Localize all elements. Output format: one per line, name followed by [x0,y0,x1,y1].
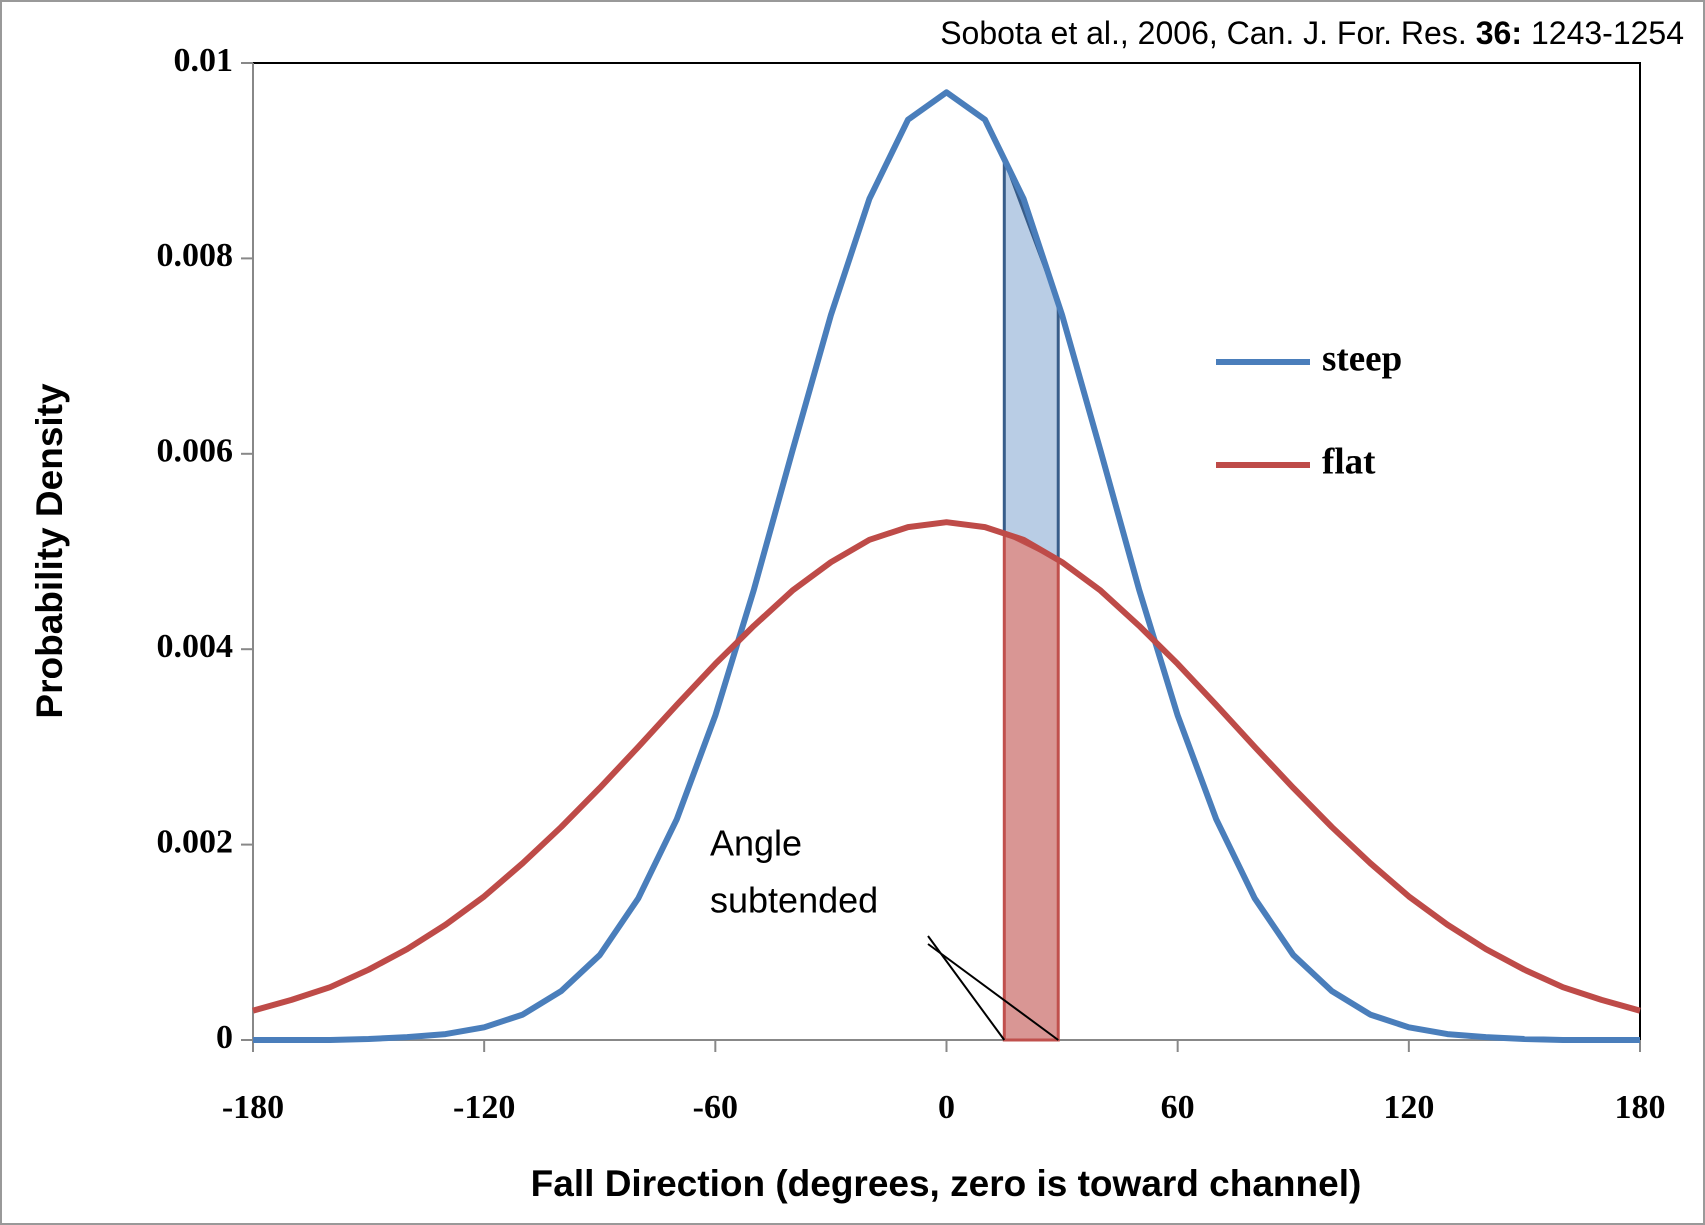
x-tick-label: 0 [938,1089,955,1126]
shaded-flat [1002,531,1060,1042]
x-tick-label: 60 [1161,1089,1195,1126]
y-tick-label: 0.002 [157,823,234,860]
y-tick-label: 0.004 [157,628,234,665]
annotation: Angle [710,823,802,864]
y-axis-title: Probability Density [29,383,70,719]
citation-pages: 1243-1254 [1531,15,1684,51]
legend-label: flat [1322,441,1376,482]
citation-text: Sobota et al., 2006, Can. J. For. Res. [940,15,1467,51]
y-tick-label: 0.008 [157,237,234,274]
citation-volume: 36: [1476,15,1522,51]
x-tick-label: -180 [222,1089,284,1126]
y-tick-label: 0 [216,1019,233,1056]
y-tick-label: 0.006 [157,433,234,470]
series-line [252,519,1641,1014]
series-line [253,89,1640,1043]
x-axis-title: Fall Direction (degrees, zero is toward … [531,1163,1362,1204]
citation: Sobota et al., 2006, Can. J. For. Res. 36… [940,15,1684,51]
x-tick-label: 180 [1615,1089,1666,1126]
x-tick-label: -60 [693,1089,738,1126]
x-tick-label: -120 [453,1089,515,1126]
y-tick-label: 0.01 [174,42,234,79]
x-tick-label: 120 [1383,1089,1434,1126]
annotation-line [927,943,1059,1041]
annotation: subtended [710,880,878,921]
legend-label: steep [1322,338,1402,379]
